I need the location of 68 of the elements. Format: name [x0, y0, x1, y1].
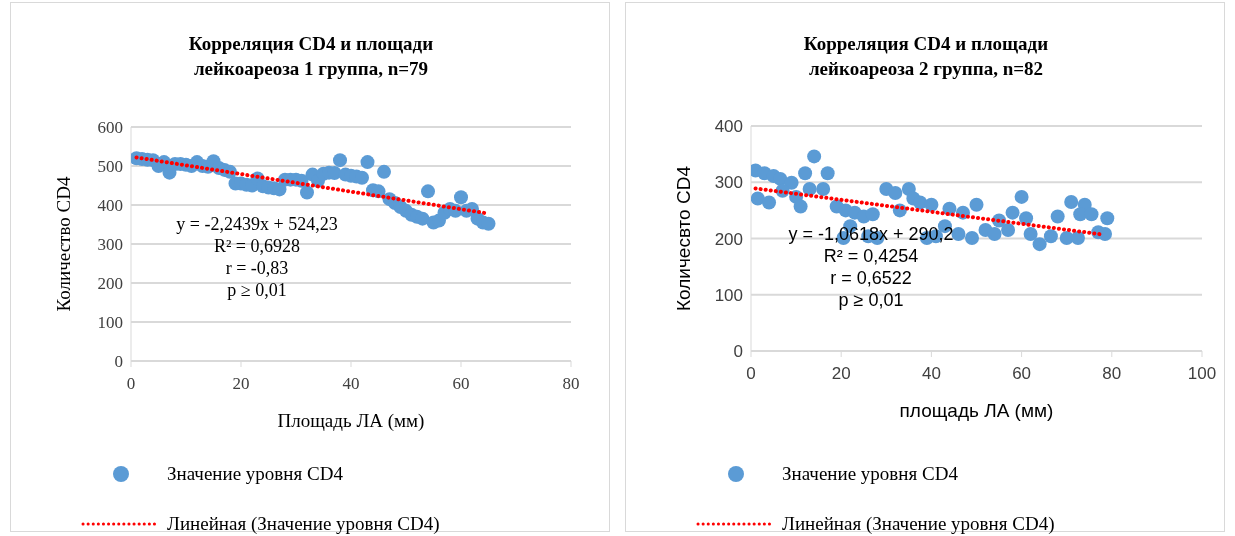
annotation: p ≥ 0,01: [226, 279, 288, 301]
point: [784, 175, 799, 190]
y-tick-label: 100: [714, 285, 743, 305]
y-tick-label: 500: [97, 157, 123, 177]
legend-label: Значение уровня CD4: [167, 463, 343, 485]
x-tick-label: 80: [1102, 364, 1122, 384]
point: [969, 197, 984, 212]
x-axis-title: площадь ЛА (мм): [899, 400, 1054, 421]
x-tick-label: 60: [1012, 364, 1032, 384]
x-tick-label: 40: [921, 364, 941, 384]
y-tick-label: 100: [97, 313, 123, 333]
point: [762, 195, 777, 210]
x-axis-title: Площадь ЛА (мм): [277, 410, 425, 432]
point: [1070, 230, 1085, 245]
point: [924, 197, 939, 212]
y-tick-label: 300: [714, 173, 743, 193]
point: [888, 185, 903, 200]
y-tick-label: 300: [97, 235, 123, 255]
point: [820, 166, 835, 181]
y-axis-title: Количесвто CD4: [672, 165, 694, 311]
legend-label: Значение уровня CD4: [782, 463, 958, 485]
chart-title: Корреляция CD4 и площади лейкоареоза 2 группа, n=82: [802, 32, 1050, 81]
annotation: p ≥ 0,01: [837, 289, 905, 311]
point: [1019, 211, 1034, 226]
point: [751, 191, 765, 206]
x-tick-label: 0: [126, 374, 136, 394]
x-tick-label: 40: [342, 374, 360, 394]
point: [1100, 211, 1115, 226]
x-tick-label: 60: [452, 374, 470, 394]
point: [1084, 207, 1099, 222]
point: [865, 207, 880, 222]
x-tick-label: 0: [746, 364, 756, 384]
point: [1014, 189, 1029, 204]
point: [1098, 227, 1113, 241]
x-tick-label: 20: [831, 364, 851, 384]
y-tick-label: 200: [97, 274, 123, 294]
point: [964, 230, 979, 245]
point: [1032, 237, 1047, 252]
point: [802, 182, 817, 196]
x-tick-label: 20: [232, 374, 250, 394]
point: [1064, 194, 1079, 209]
legend-label: Линейная (Значение уровня CD4): [782, 513, 1055, 535]
y-tick-label: 400: [97, 196, 123, 216]
point: [1023, 227, 1038, 241]
point: [1001, 223, 1016, 238]
legend-label: Линейная (Значение уровня CD4): [167, 513, 440, 535]
y-tick-label: 0: [733, 342, 743, 362]
annotation: y = -2,2439x + 524,23: [175, 213, 339, 235]
point: [816, 182, 831, 196]
annotation: R² = 0,4254: [822, 245, 920, 267]
point: [1050, 209, 1065, 224]
x-tick-label: 100: [1187, 364, 1217, 384]
point: [793, 199, 808, 214]
point: [1005, 205, 1020, 220]
annotation: R² = 0,6928: [212, 235, 302, 257]
annotation: r = -0,83: [224, 257, 290, 279]
point: [798, 166, 813, 181]
y-tick-label: 200: [714, 229, 743, 249]
point: [1043, 229, 1058, 244]
y-tick-label: 400: [714, 117, 743, 137]
y-tick-label: 600: [97, 118, 123, 138]
annotation: r = 0,6522: [829, 267, 913, 289]
y-axis-title: Количество CD4: [52, 176, 74, 312]
point: [1073, 207, 1088, 222]
point: [807, 149, 822, 164]
chart-title: Корреляция CD4 и площади лейкоареоза 1 группа, n=79: [187, 32, 435, 81]
x-tick-label: 80: [562, 374, 580, 394]
point: [987, 227, 1002, 241]
